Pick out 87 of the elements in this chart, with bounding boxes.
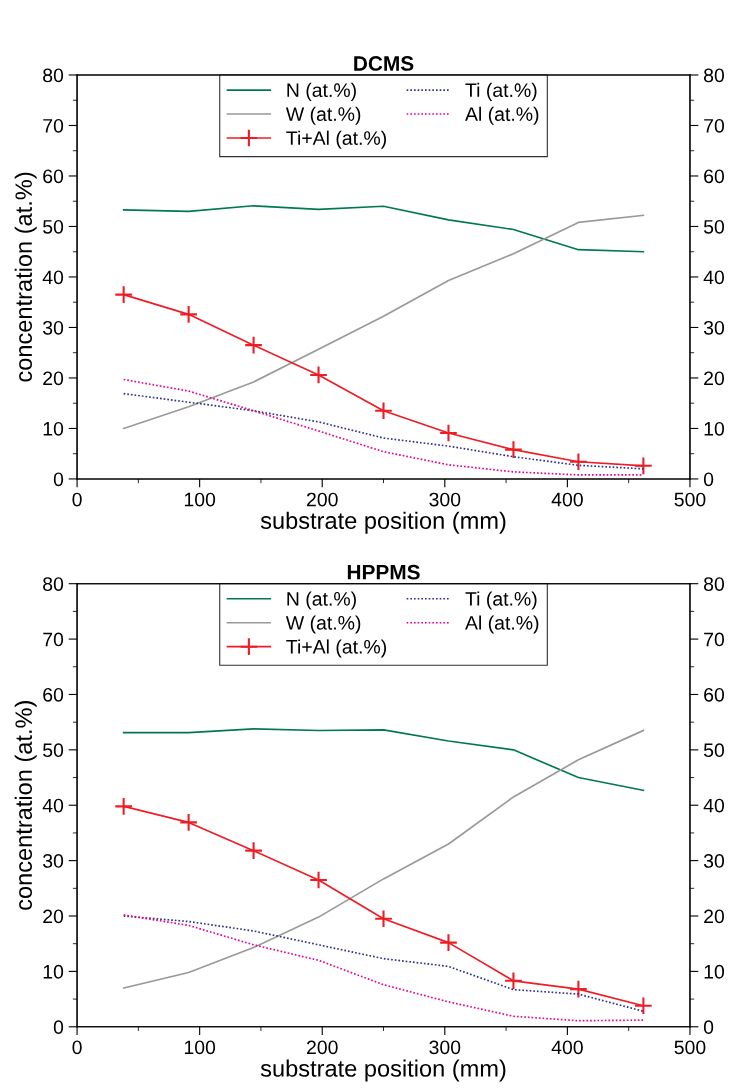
point: [634, 996, 653, 1016]
legend-label: N (at.%): [287, 591, 356, 610]
legend-label: Ti+Al (at.%): [286, 639, 386, 658]
x-tick-label: 400: [551, 1040, 583, 1055]
legend-label: N (at.%): [287, 82, 356, 101]
point: [309, 365, 328, 385]
chart-title: DCMS: [354, 56, 414, 71]
x-tick-label: 300: [429, 492, 461, 507]
y2-tick-label: 50: [703, 743, 725, 758]
legend-label: W (at.%): [285, 106, 361, 125]
point: [179, 304, 198, 324]
legend-label: W (at.%): [285, 615, 361, 634]
y-tick-label: 10: [43, 421, 64, 436]
legend-label: Al (at.%): [465, 106, 539, 125]
y2-tick-label: 40: [703, 798, 725, 813]
y-tick-label: 30: [42, 854, 64, 868]
y-tick-label: 40: [42, 270, 64, 285]
y-tick-label: 20: [43, 909, 64, 924]
y2-tick-label: 30: [703, 320, 725, 335]
point: [114, 796, 134, 816]
chart-title: HPPMS: [347, 564, 420, 580]
point: [569, 452, 588, 472]
y-tick-label: 40: [42, 798, 64, 813]
y2-tick-label: 20: [704, 909, 725, 924]
x-tick-label: 100: [184, 1040, 216, 1055]
legend-label: Ti (at.%): [465, 82, 537, 101]
y-tick-label: 50: [43, 219, 64, 234]
x-tick-label: 400: [551, 492, 583, 507]
point: [179, 813, 198, 832]
y2-tick-label: 70: [704, 632, 725, 647]
y2-tick-label: 80: [704, 577, 725, 591]
point: [569, 979, 588, 999]
y2-tick-label: 0: [703, 472, 714, 487]
point: [439, 423, 458, 443]
y-tick-label: 20: [43, 371, 64, 386]
legend-label: Al (at.%): [465, 615, 539, 634]
legend-label: Ti (at.%): [465, 591, 537, 610]
point: [244, 841, 263, 861]
point: [114, 285, 134, 305]
y-tick-label: 50: [43, 743, 64, 758]
point: [374, 909, 393, 929]
y2-tick-label: 40: [703, 270, 725, 285]
y-tick-label: 70: [43, 632, 64, 647]
line-series: [122, 729, 645, 989]
line-series: [122, 214, 645, 430]
point: [504, 440, 523, 460]
y2-tick-label: 80: [704, 68, 725, 83]
line-series: [122, 727, 645, 792]
y2-tick-label: 70: [704, 118, 725, 133]
x-axis-title: substrate position (mm): [260, 511, 506, 534]
y-tick-label: 0: [53, 1020, 64, 1035]
point: [309, 870, 328, 890]
x-tick-label: 100: [184, 492, 216, 507]
y2-tick-label: 20: [704, 371, 725, 386]
line-series: [122, 204, 645, 253]
x-tick-label: 0: [72, 1040, 82, 1055]
y2-tick-label: 30: [703, 854, 725, 868]
x-tick-label: 200: [306, 1040, 338, 1055]
x-tick-label: 0: [72, 492, 82, 507]
x-axis-title: substrate position (mm): [260, 1059, 506, 1082]
y-tick-label: 60: [43, 169, 64, 184]
y2-tick-label: 0: [703, 1020, 714, 1035]
y2-tick-label: 10: [704, 964, 725, 979]
legend-label: Ti+Al (at.%): [286, 130, 386, 149]
y-tick-label: 70: [43, 118, 64, 133]
point: [504, 971, 523, 991]
y-tick-label: 60: [43, 687, 64, 702]
x-tick-label: 500: [674, 1040, 706, 1055]
y-tick-label: 80: [43, 577, 64, 591]
x-tick-label: 500: [674, 492, 706, 507]
y-tick-label: 10: [43, 964, 64, 979]
y-axis-title: concentration (at.%): [14, 172, 37, 382]
point: [439, 933, 458, 952]
point: [244, 335, 263, 355]
y-tick-label: 0: [53, 472, 64, 487]
point: [634, 456, 653, 476]
y2-tick-label: 60: [704, 169, 725, 184]
y-axis-title: concentration (at.%): [14, 701, 37, 910]
x-tick-label: 200: [306, 492, 338, 507]
y2-tick-label: 10: [704, 421, 725, 436]
y-tick-label: 80: [43, 68, 64, 83]
y-tick-label: 30: [42, 320, 64, 335]
point: [374, 401, 393, 421]
line-series: [122, 392, 645, 470]
y2-tick-label: 60: [704, 687, 725, 702]
y2-tick-label: 50: [703, 219, 725, 234]
x-tick-label: 300: [429, 1040, 461, 1055]
